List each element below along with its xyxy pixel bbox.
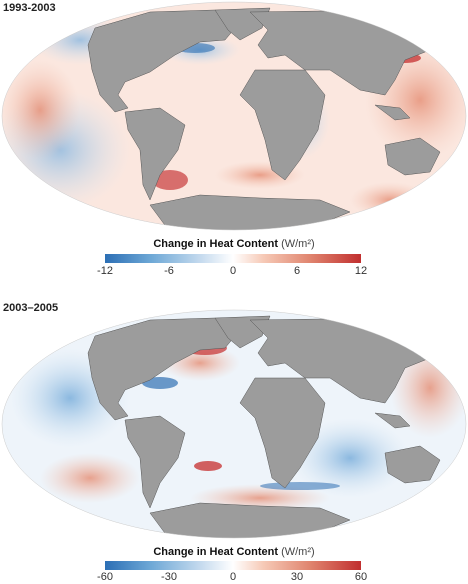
tick-1-0: -12	[97, 265, 113, 277]
heat-content-map-2003-2005	[1, 309, 467, 539]
tick-2-4: 60	[354, 571, 368, 583]
tick-2-2: 0	[229, 571, 237, 583]
panel-title-2003-2005: 2003–2005	[3, 302, 59, 314]
tick-2-1: -30	[161, 571, 177, 583]
legend-label-2: Change in Heat Content	[153, 546, 278, 558]
legend-title-1: Change in Heat Content (W/m²)	[0, 238, 468, 250]
legend-title-2: Change in Heat Content (W/m²)	[0, 546, 468, 558]
tick-2-0: -60	[97, 571, 113, 583]
colorbar-2	[105, 561, 361, 570]
heat-content-map-1993-2003	[1, 1, 467, 231]
legend-unit-2: (W/m²)	[281, 546, 315, 558]
ocean-field-1	[2, 2, 466, 230]
tick-1-3: 6	[293, 265, 301, 277]
tick-1-4: 12	[354, 265, 368, 277]
tick-1-2: 0	[229, 265, 237, 277]
panel-title-1993-2003: 1993-2003	[3, 2, 56, 14]
colorbar-1	[105, 254, 361, 263]
legend-unit-1: (W/m²)	[281, 238, 315, 250]
legend-label-1: Change in Heat Content	[153, 238, 278, 250]
land-masses-2	[87, 315, 441, 538]
tick-1-1: -6	[164, 265, 174, 277]
ocean-field-2	[2, 310, 466, 538]
tick-2-3: 30	[290, 571, 304, 583]
